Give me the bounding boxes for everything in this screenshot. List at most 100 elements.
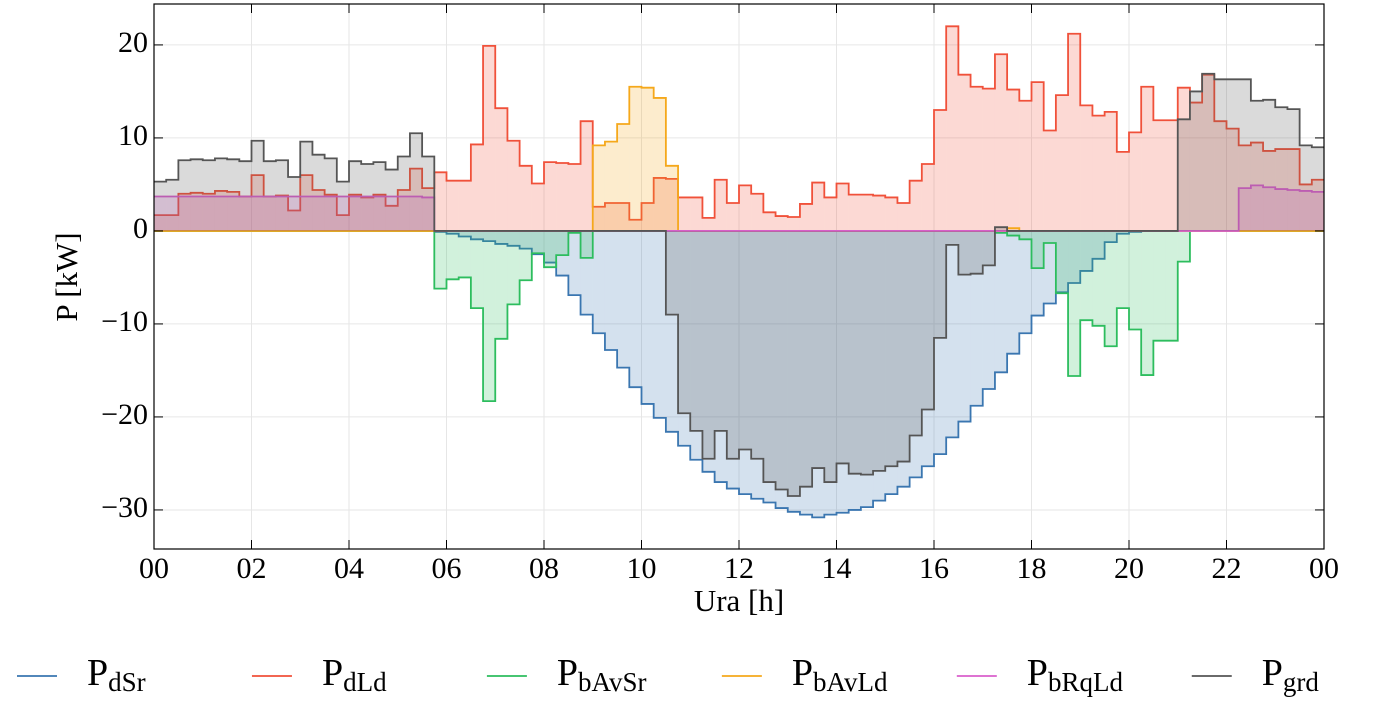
step-area (251, 140, 264, 231)
step-area (397, 156, 410, 231)
step-area (799, 230, 813, 515)
step-area (361, 196, 374, 231)
step-area (763, 230, 776, 503)
step-area (214, 196, 228, 231)
step-area (629, 86, 642, 231)
step-area (385, 196, 398, 231)
series (154, 184, 1324, 232)
step-area (239, 196, 252, 231)
step-area (349, 161, 362, 231)
x-tick-label: 00 (139, 552, 169, 585)
step-area (1043, 130, 1056, 231)
step-area (739, 230, 752, 495)
x-tick-label: 14 (822, 552, 852, 585)
step-area (580, 230, 593, 258)
step-area (897, 230, 910, 487)
step-area (214, 158, 228, 231)
step-area (604, 203, 618, 231)
step-area (897, 203, 910, 231)
step-area (288, 210, 301, 231)
step-area (178, 160, 191, 231)
x-tick-label: 20 (1114, 552, 1144, 585)
step-area (507, 230, 520, 305)
step-area (531, 183, 544, 231)
step-area (958, 230, 971, 422)
step-area (397, 190, 410, 231)
step-area (934, 110, 947, 231)
step-area (349, 196, 362, 231)
step-area (1031, 230, 1044, 269)
step-area (495, 230, 508, 339)
series (154, 72, 1324, 497)
step-area (921, 230, 934, 410)
step-area (946, 230, 959, 245)
step-area (1141, 86, 1154, 231)
step-area (336, 215, 349, 231)
step-area (568, 230, 581, 296)
step-area (422, 156, 435, 231)
step-area (312, 190, 325, 231)
step-area (739, 230, 752, 450)
step-area (970, 230, 983, 274)
step-area (885, 197, 898, 231)
step-area (726, 230, 739, 459)
step-area (934, 230, 947, 338)
step-area (227, 191, 240, 231)
step-area (288, 176, 301, 231)
step-area (239, 196, 252, 231)
step-area (154, 196, 167, 231)
step-area (1250, 185, 1264, 231)
step-area (873, 195, 886, 231)
step-area (1287, 190, 1300, 231)
step-area (751, 193, 764, 231)
step-area (1165, 120, 1178, 231)
step-area (946, 230, 959, 438)
step-area (690, 197, 703, 231)
step-area (1165, 230, 1178, 341)
step-area (1068, 33, 1081, 231)
step-area (544, 230, 557, 263)
step-area (921, 230, 934, 467)
x-tick-label: 18 (1017, 552, 1047, 585)
step-area (336, 181, 349, 231)
step-area (970, 86, 983, 231)
step-area (1189, 91, 1203, 231)
step-area (1092, 230, 1105, 259)
y-tick-label: 20 (118, 26, 148, 59)
step-area (873, 230, 886, 471)
step-area (678, 230, 691, 414)
x-tick-label: 02 (237, 552, 267, 585)
step-area (178, 193, 191, 231)
step-area (702, 217, 715, 231)
step-area (921, 163, 934, 231)
step-area (885, 230, 898, 467)
step-area (714, 230, 727, 483)
step-area (507, 140, 520, 231)
step-area (909, 180, 922, 231)
step-area (994, 230, 1008, 373)
step-area (166, 196, 179, 231)
step-outline (154, 25, 1324, 221)
series (154, 230, 1324, 519)
step-area (385, 205, 398, 231)
step-area (519, 230, 532, 281)
step-area (227, 159, 240, 231)
step-area (1055, 95, 1069, 231)
step-area (495, 108, 508, 231)
step-area (1007, 230, 1020, 354)
step-area (690, 230, 703, 431)
step-area (1068, 230, 1081, 284)
step-area (1104, 230, 1117, 243)
legend-label: PbAvSr (557, 652, 647, 697)
step-area (982, 230, 995, 390)
step-area (702, 230, 715, 459)
step-area (263, 196, 276, 231)
y-tick-label: −30 (101, 491, 148, 524)
step-area (836, 230, 849, 513)
step-area (934, 230, 947, 455)
step-area (202, 196, 215, 231)
step-area (994, 230, 1008, 233)
step-area (958, 74, 971, 231)
step-area (1311, 191, 1324, 231)
step-area (275, 195, 289, 231)
